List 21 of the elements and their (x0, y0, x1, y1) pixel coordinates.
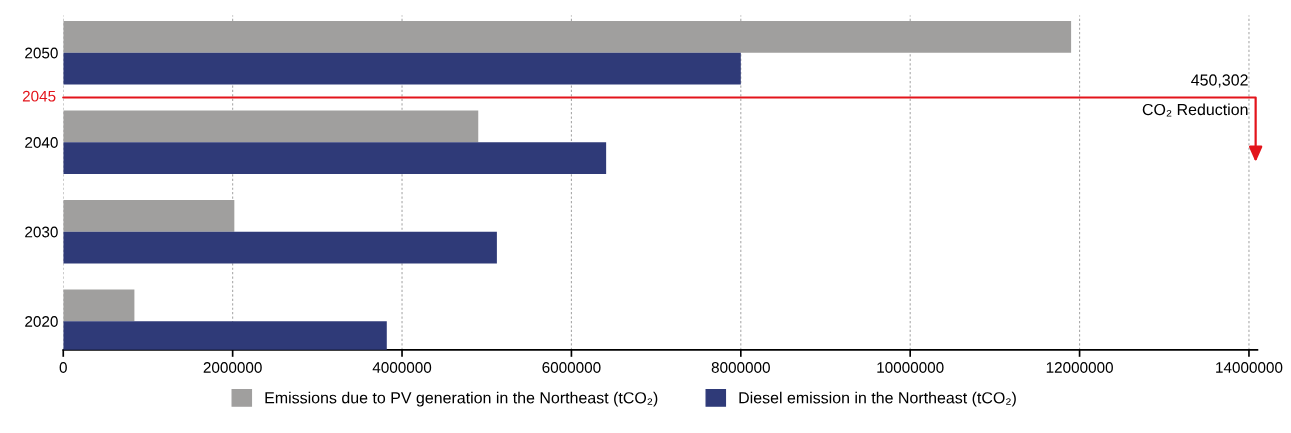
y-tick-label: 2040 (25, 137, 58, 148)
annotation: 450,302 (1191, 74, 1248, 88)
bar (63, 142, 607, 175)
x-tick-label: 2000000 (203, 362, 262, 373)
legend-label: Diesel emission in the Northeast (tCO₂) (739, 391, 1016, 407)
x-tick-label: 12000000 (1046, 362, 1113, 373)
y-tick-label: 2030 (25, 226, 58, 238)
x-tick-label: 10000000 (877, 362, 944, 373)
text: 2045 (22, 90, 56, 102)
annotation: CO₂ Reduction (1142, 103, 1248, 117)
bar (63, 289, 135, 322)
x-tick-label: 4000000 (372, 362, 432, 373)
bar (63, 52, 741, 85)
x-tick-label: 0 (59, 362, 67, 373)
x-tick-label: 8000000 (711, 362, 770, 373)
x-tick-label: 14000000 (1216, 362, 1283, 373)
y-tick-label: 2050 (25, 47, 58, 59)
legend-label: Emissions due to PV generation in the Northeast (tCO₂) (265, 391, 658, 407)
bar (63, 231, 497, 264)
x-tick-label: 6000000 (542, 362, 601, 373)
y-tick-label: 2020 (25, 316, 58, 327)
